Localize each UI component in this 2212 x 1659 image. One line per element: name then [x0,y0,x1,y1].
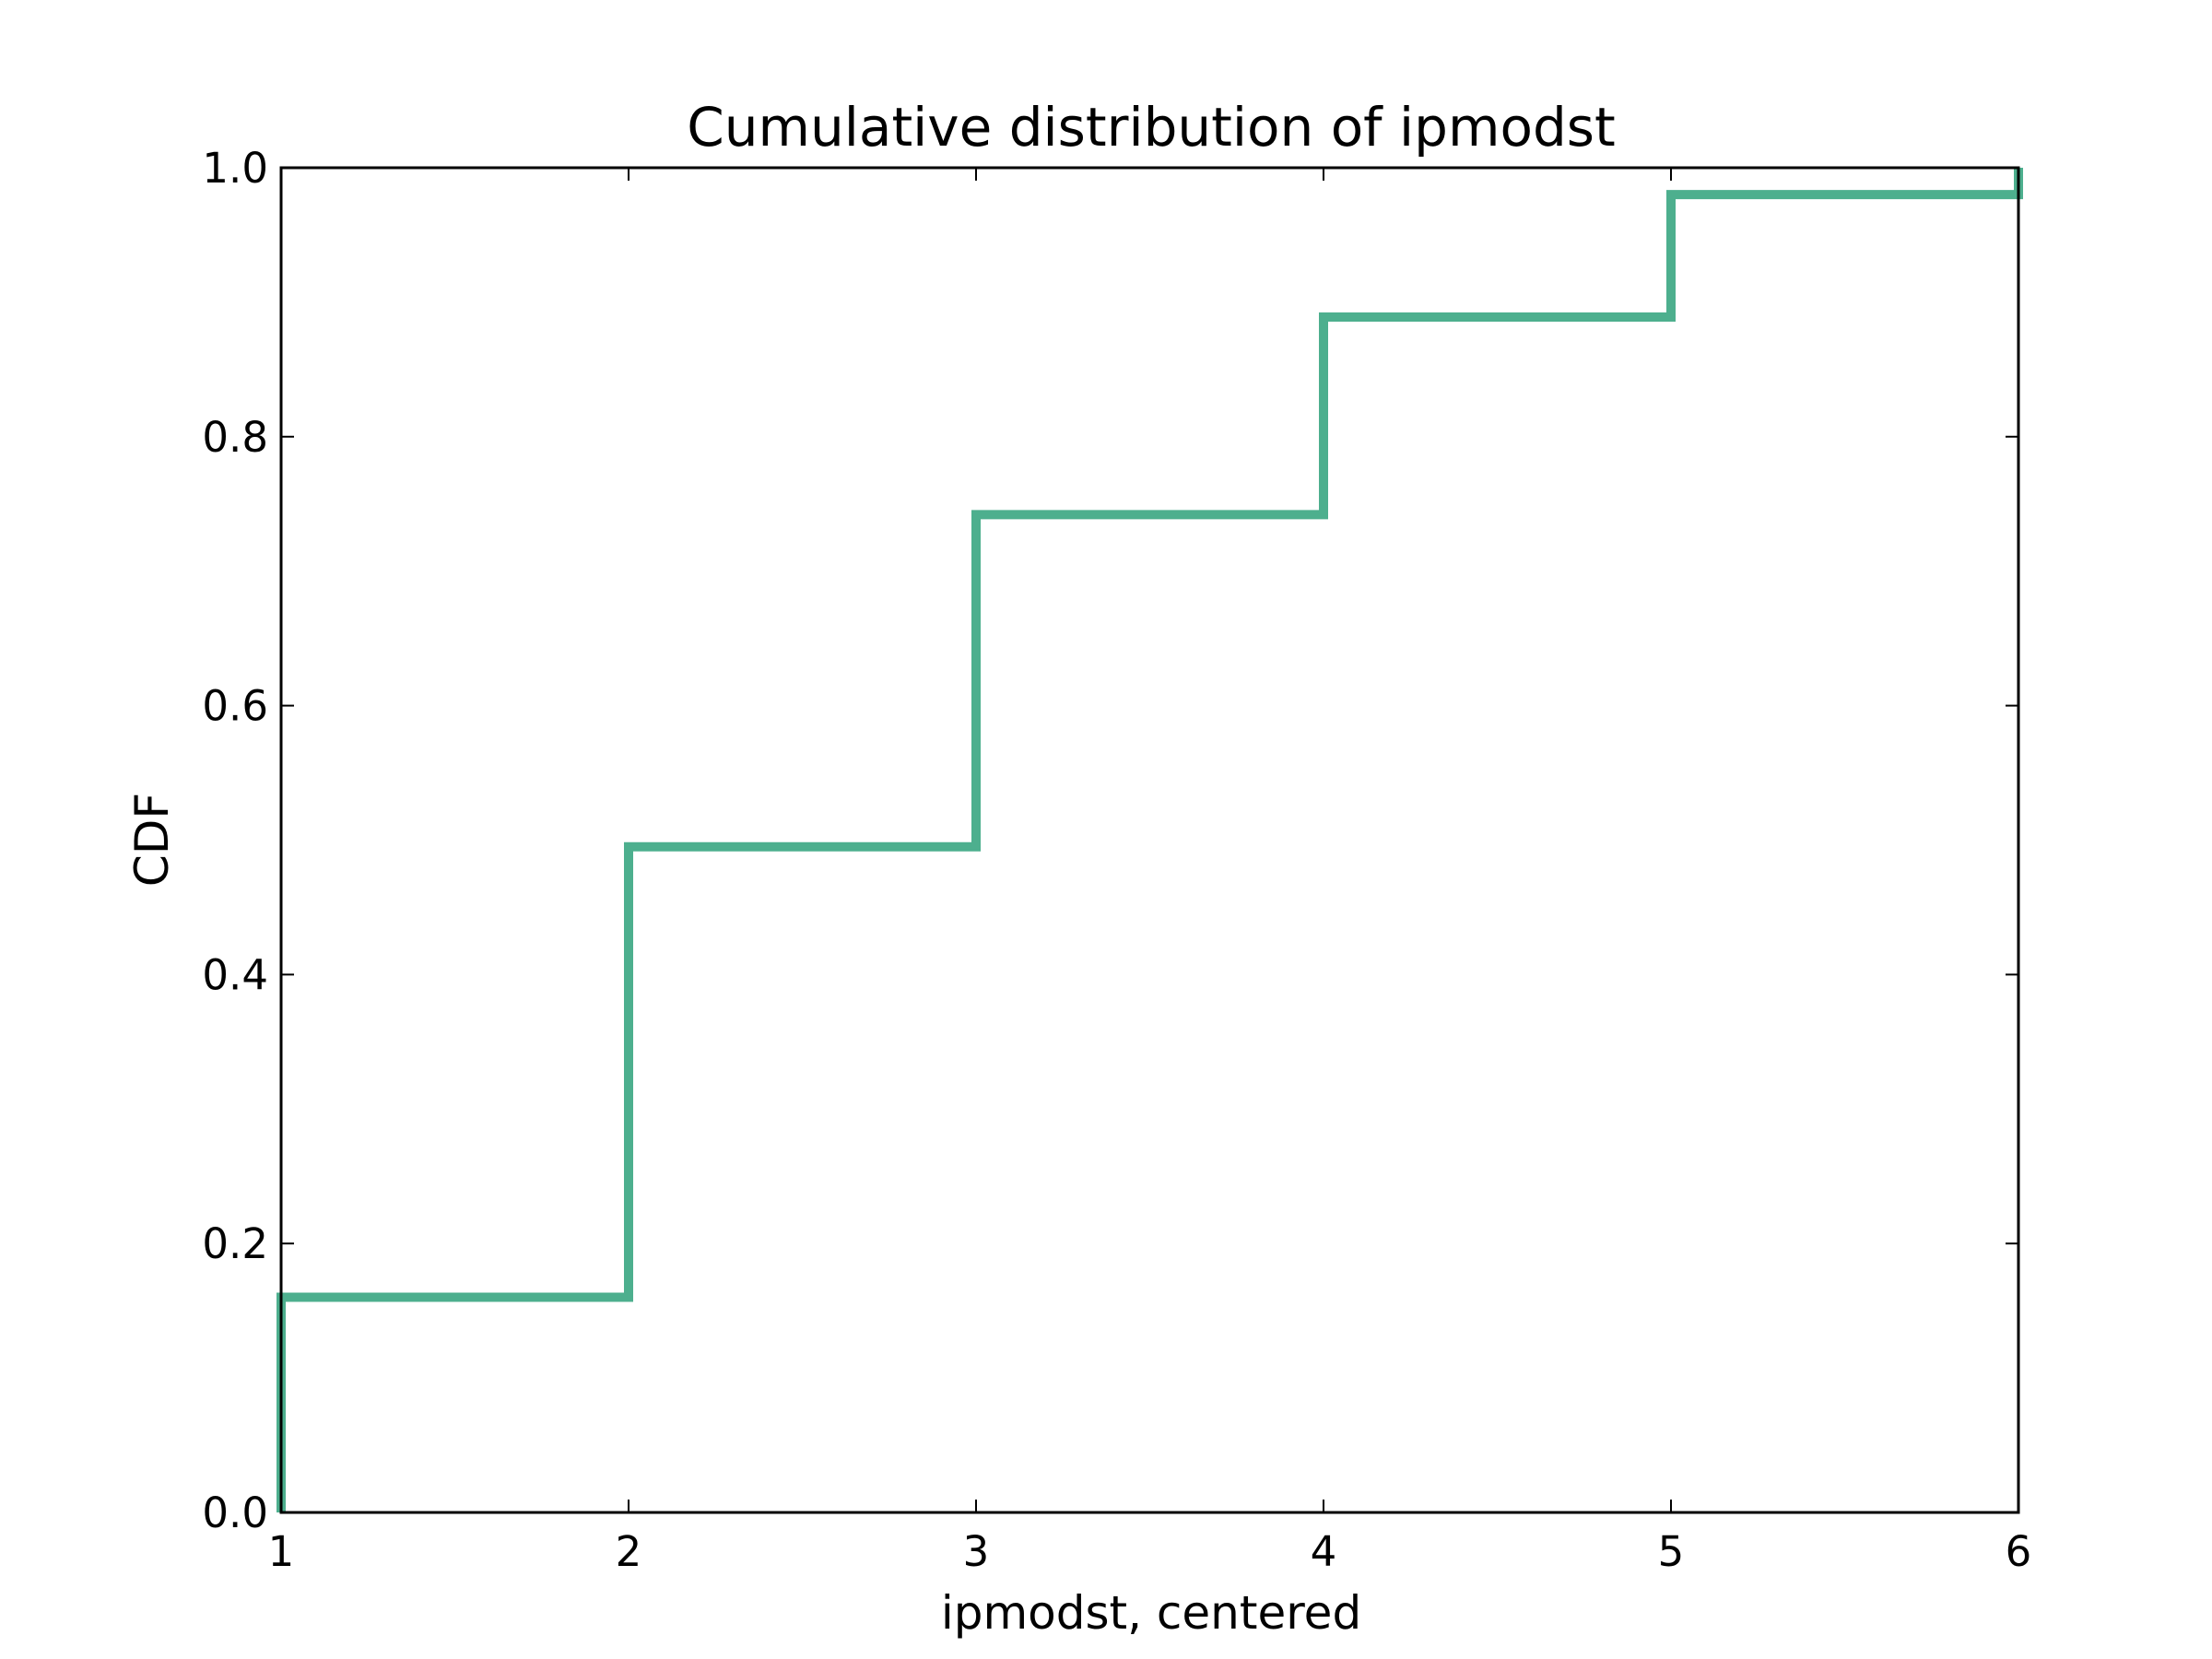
x-tick-label: 4 [1311,1527,1337,1576]
y-tick-label: 0.4 [202,950,268,999]
y-tick-label: 0.2 [202,1219,268,1268]
y-axis-title: CDF [125,793,179,887]
x-tick-label: 2 [616,1527,642,1576]
series-layer [276,168,2023,1512]
y-tick-label: 1.0 [202,144,268,193]
plot-background [281,168,2018,1512]
plot-area [276,166,2023,1514]
x-tick-label: 3 [963,1527,990,1576]
x-axis-title: ipmodst, centered [941,1586,1361,1640]
y-tick-label: 0.6 [202,682,268,731]
plot-frame [279,166,2020,1514]
y-tick-labels: 0.0 0.2 0.4 0.6 0.8 1.0 [202,144,268,1537]
x-tick-labels: 1 2 3 4 5 6 [268,1527,2032,1576]
y-tick-label: 0.0 [202,1488,268,1537]
x-tick-label: 6 [2006,1527,2032,1576]
x-tick-label: 5 [1658,1527,1685,1576]
chart-title: Cumulative distribution of ipmodst [687,96,1615,159]
y-tick-label: 0.8 [202,413,268,462]
tick-marks [280,167,2019,1513]
x-tick-label: 1 [268,1527,295,1576]
cdf-step-line-0 [276,168,2023,1512]
